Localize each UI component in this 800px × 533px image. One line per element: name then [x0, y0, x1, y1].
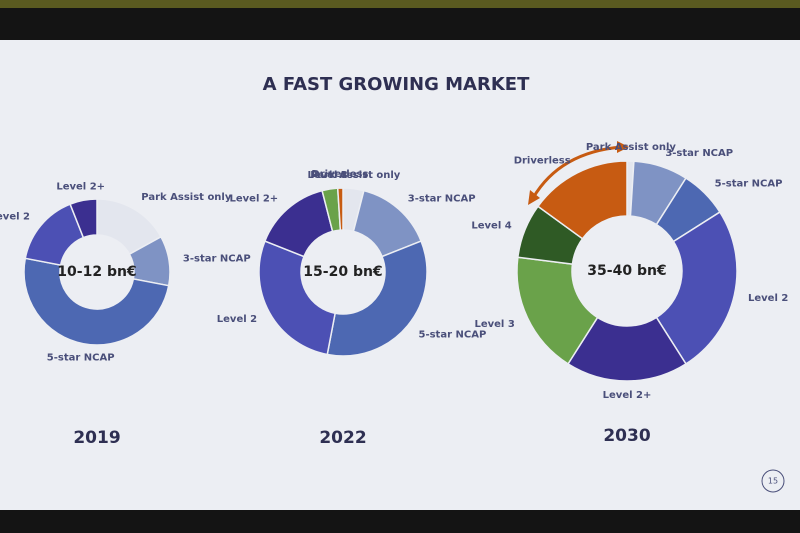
segment-label: 3-star NCAP [408, 193, 476, 204]
segment-label: Level 3 [474, 319, 514, 330]
arrow-head [528, 190, 540, 205]
center-label: 10-12 bn€ [57, 264, 136, 280]
segment-label: Level 2+ [56, 182, 105, 193]
top-strip [0, 0, 800, 8]
donut-segment [258, 240, 337, 356]
segment-label: 5-star NCAP [419, 329, 487, 340]
segment-label: Level 2 [0, 212, 30, 223]
center-label: 15-20 bn€ [303, 264, 382, 280]
segment-label: 5-star NCAP [715, 178, 783, 189]
segment-label: Level 2+ [229, 193, 278, 204]
year-label: 2019 [73, 428, 120, 448]
center-label: 35-40 bn€ [587, 263, 666, 279]
segment-label: Level 3 [308, 170, 348, 181]
segment-label: 3-star NCAP [183, 253, 251, 264]
page-number: 15 [768, 477, 778, 486]
donut-segment [655, 211, 738, 365]
segment-label: Park Assist only [141, 192, 232, 203]
segment-label: Park Assist only [586, 142, 677, 153]
donut-segment [326, 240, 428, 357]
segment-label: Park Assist only [310, 170, 401, 181]
segment-label: Driverless [311, 169, 368, 180]
year-label: 2030 [603, 426, 650, 446]
segment-label: Driverless [514, 156, 571, 167]
slide-title: A FAST GROWING MARKET [263, 74, 530, 95]
segment-label: Level 2 [217, 314, 257, 325]
arrow-arc [531, 145, 623, 199]
segment-label: Level 2 [748, 293, 788, 304]
donut-segment [536, 160, 628, 240]
donut-segment [23, 257, 170, 346]
year-label: 2022 [319, 428, 366, 448]
donut-segment [69, 198, 98, 239]
segment-label: Level 2+ [603, 390, 652, 401]
segment-label: 5-star NCAP [47, 352, 115, 363]
donut-segment [336, 187, 344, 231]
segment-label: 3-star NCAP [665, 148, 733, 159]
arrow-head [617, 141, 629, 153]
page-badge [761, 469, 785, 493]
segment-label: Level 4 [471, 220, 511, 231]
